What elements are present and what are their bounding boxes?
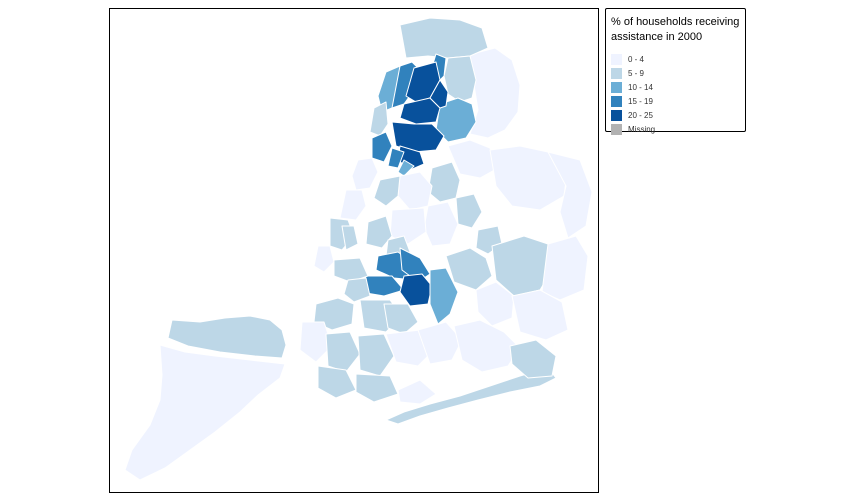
district-manhattan-downtown[interactable] — [313, 245, 335, 273]
legend-title: % of households receiving assistance in … — [611, 15, 745, 45]
district-queens-south-ozone[interactable] — [511, 289, 569, 341]
district-brooklyn-greenpoint[interactable] — [365, 215, 393, 249]
district-manhattan-midtown[interactable] — [339, 189, 367, 221]
legend-title-line1: % of households receiving — [611, 16, 740, 28]
district-brooklyn-park-slope[interactable] — [343, 277, 371, 303]
district-brooklyn-canarsie[interactable] — [417, 321, 463, 365]
district-rockaway-peninsula[interactable] — [385, 367, 557, 425]
legend-swatch — [611, 54, 622, 65]
district-bronx-central-3[interactable] — [391, 121, 445, 153]
district-brooklyn-coney-island[interactable] — [397, 379, 437, 405]
district-queens-sunnyside[interactable] — [397, 171, 433, 211]
district-staten-island-north[interactable] — [167, 315, 287, 359]
district-queens-woodhaven[interactable] — [475, 281, 515, 327]
district-manhattan-washington-heights[interactable] — [369, 101, 389, 137]
legend: % of households receiving assistance in … — [605, 8, 746, 135]
legend-label: 5 - 9 — [628, 69, 645, 78]
district-queens-forest-hills[interactable] — [423, 201, 459, 247]
district-brooklyn-east-flatbush[interactable] — [383, 303, 419, 335]
district-rockaway-east[interactable] — [509, 339, 557, 379]
legend-label: 20 - 25 — [628, 111, 653, 120]
district-queens-hollis[interactable] — [541, 235, 589, 301]
legend-item: 10 - 14 — [611, 82, 653, 93]
legend-label: 10 - 14 — [628, 83, 653, 92]
district-brooklyn-bensonhurst[interactable] — [317, 365, 357, 399]
legend-item: 15 - 19 — [611, 96, 653, 107]
legend-label: Missing — [628, 125, 656, 134]
legend-swatch — [611, 110, 622, 121]
district-brooklyn-east-ny[interactable] — [429, 267, 459, 325]
district-queens-ridgewood[interactable] — [445, 247, 493, 291]
legend-swatch — [611, 82, 622, 93]
district-bronx-northeast[interactable] — [443, 55, 477, 103]
legend-swatch — [611, 96, 622, 107]
legend-item: 20 - 25 — [611, 110, 653, 121]
district-queens-bayside[interactable] — [547, 151, 593, 239]
district-queens-elmhurst[interactable] — [455, 193, 483, 229]
district-brooklyn-midwood[interactable] — [357, 333, 395, 377]
district-manhattan-harlem-1[interactable] — [371, 131, 393, 163]
district-queens-lic[interactable] — [373, 175, 401, 207]
legend-item: Missing — [611, 124, 655, 135]
district-brooklyn-borough-park[interactable] — [325, 331, 361, 373]
legend-item: 0 - 4 — [611, 54, 644, 65]
district-bronx-north[interactable] — [399, 17, 489, 59]
district-brooklyn-brownsville[interactable] — [399, 273, 433, 307]
district-brooklyn-sheepshead[interactable] — [355, 373, 399, 403]
district-manhattan-harlem-2[interactable] — [387, 147, 405, 169]
legend-label: 0 - 4 — [628, 55, 645, 64]
district-queens-jackson-heights[interactable] — [427, 161, 461, 203]
district-bronx-central-4[interactable] — [429, 79, 449, 109]
legend-label: 15 - 19 — [628, 97, 653, 106]
district-manhattan-upper[interactable] — [351, 157, 379, 191]
legend-swatch — [611, 68, 622, 79]
district-manhattan-chinatown[interactable] — [341, 225, 359, 251]
legend-title-line2: assistance in 2000 — [611, 31, 703, 43]
legend-item: 5 - 9 — [611, 68, 644, 79]
district-staten-island-south[interactable] — [124, 344, 286, 481]
legend-swatch — [611, 124, 622, 135]
district-brooklyn-bay-ridge[interactable] — [299, 321, 333, 363]
district-bronx-east[interactable] — [467, 47, 521, 139]
